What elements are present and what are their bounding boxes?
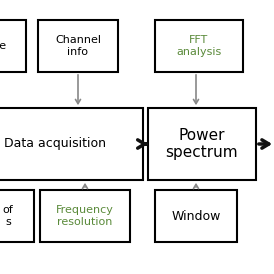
Text: FFT
analysis: FFT analysis: [176, 35, 222, 57]
Bar: [148, 108, 256, 180]
Text: Data acquisition: Data acquisition: [4, 138, 107, 150]
Bar: [0, 108, 143, 180]
Bar: [155, 20, 243, 72]
Bar: [38, 20, 118, 72]
Bar: [0, 20, 26, 72]
Bar: [155, 190, 237, 242]
Text: Frequency
resolution: Frequency resolution: [56, 205, 114, 227]
Text: Window: Window: [171, 210, 221, 222]
Bar: [0, 190, 34, 242]
Text: Channel
info: Channel info: [55, 35, 101, 57]
Bar: [40, 190, 130, 242]
Text: ate: ate: [0, 41, 6, 51]
Text: of
s: of s: [3, 205, 13, 227]
Text: Power
spectrum: Power spectrum: [166, 128, 238, 160]
